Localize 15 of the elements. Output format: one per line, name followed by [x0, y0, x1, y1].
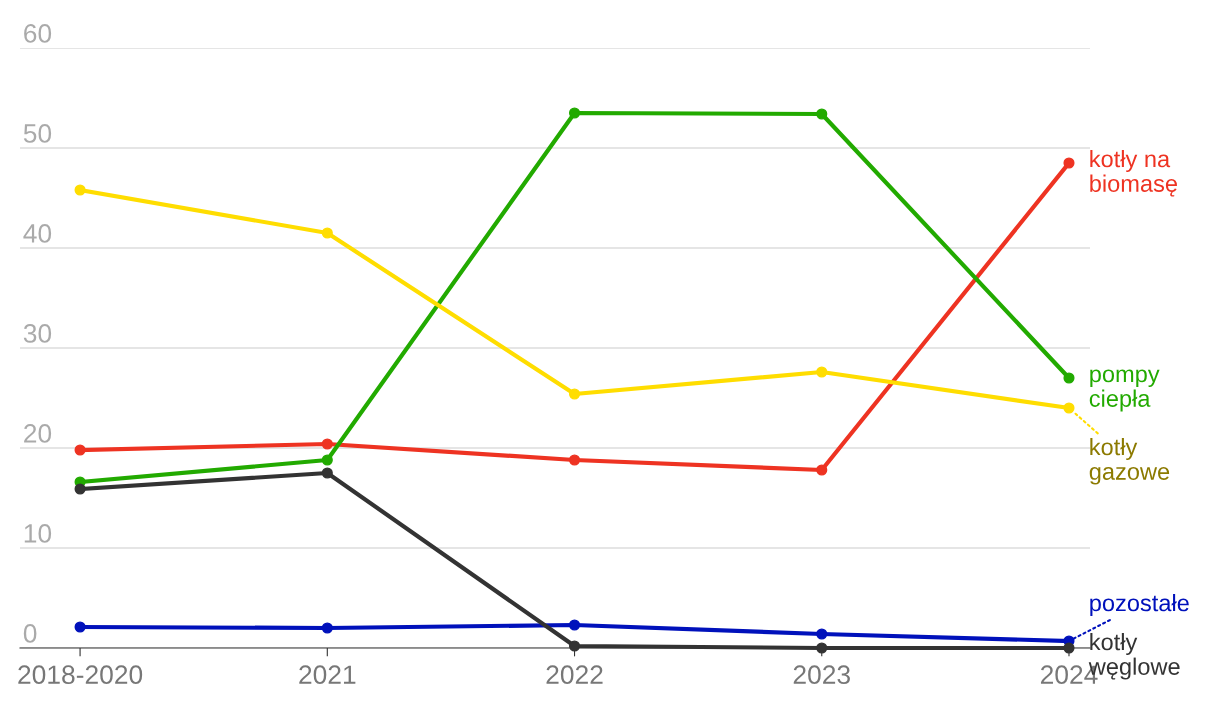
x-tick-label: 2022	[546, 665, 603, 685]
y-tick-label: 40	[23, 224, 52, 243]
y-tick-label: 50	[23, 124, 52, 143]
y-tick-label: 10	[24, 524, 52, 543]
series-label: kotły na biomasę	[1090, 150, 1177, 197]
x-tick-label: 2021	[299, 665, 356, 685]
x-tick-label: 2023	[793, 665, 850, 685]
y-tick-label: 30	[23, 324, 52, 343]
y-tick-label: 60	[24, 24, 52, 43]
y-tick-label: 20	[24, 424, 52, 443]
legend-label: kotły gazowe	[1089, 438, 1170, 485]
series-label: pompy ciepła	[1089, 369, 1160, 412]
series-label: pozostałe	[1090, 594, 1189, 617]
x-tick-label: 2018-2020	[18, 665, 143, 685]
y-tick-label: 0	[23, 624, 37, 643]
